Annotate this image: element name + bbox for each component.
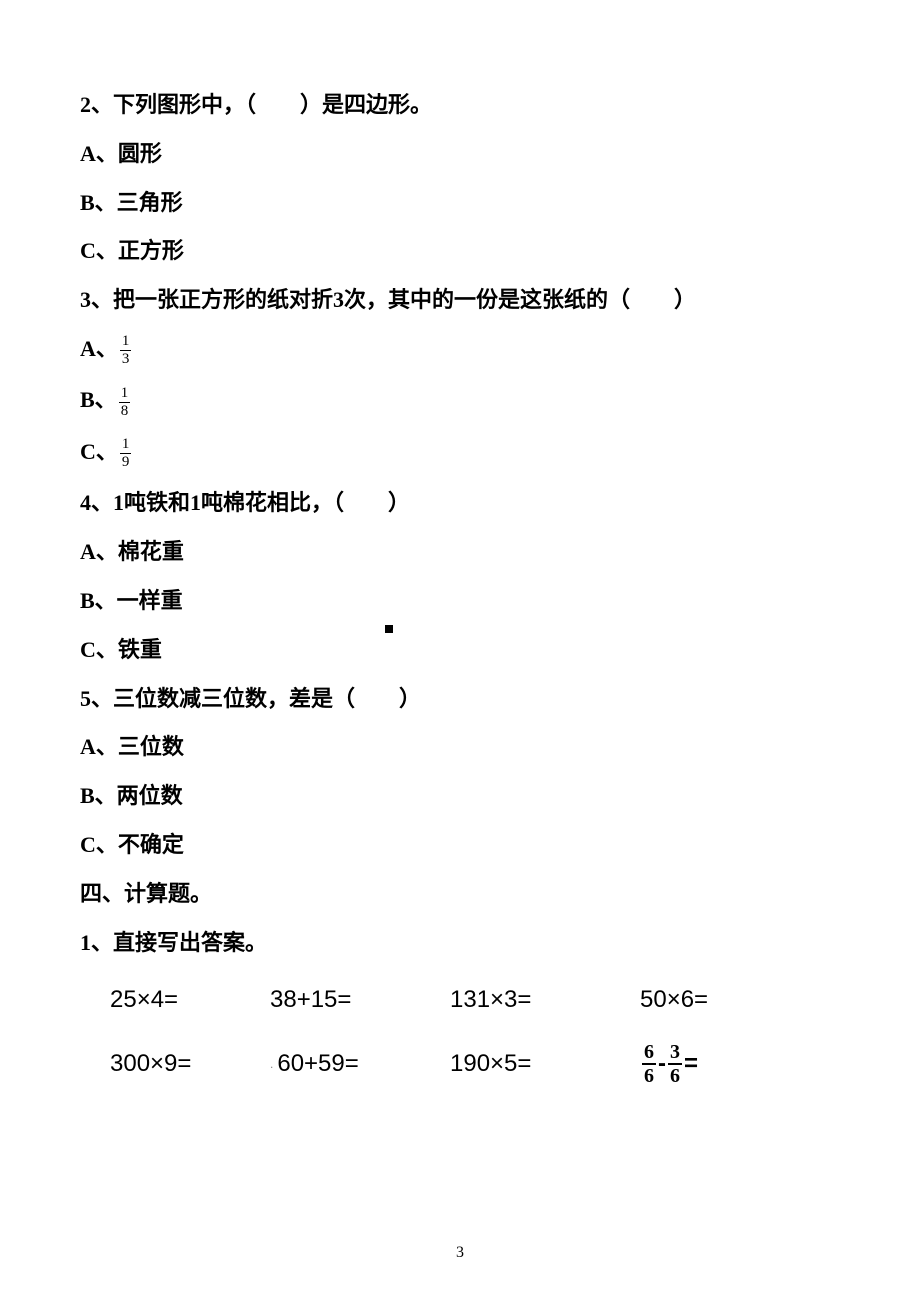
q4-opt-b: B、一样重 (80, 586, 840, 617)
q4-stem: 4、1吨铁和1吨棉花相比，（ ） (80, 488, 840, 519)
square-marker-icon (385, 625, 393, 633)
section-heading: 四、计算题。 (80, 879, 840, 910)
q2-opt-c: C、正方形 (80, 236, 840, 267)
q3-opt-b-prefix: B、 (80, 387, 117, 412)
q2-opt-a: A、圆形 (80, 139, 840, 170)
calc-cell: 131×3= (450, 986, 640, 1014)
q2-stem: 2、下列图形中，（ ）是四边形。 (80, 90, 840, 121)
q5-stem: 5、三位数减三位数，差是（ ） (80, 684, 840, 715)
calc-cell: 66 - 36 = (640, 1042, 810, 1086)
calc-row-2: 300×9= . 60+59= 190×5= 66 - 36 = (80, 1042, 840, 1086)
fraction-icon: 13 (120, 334, 132, 367)
equals-text: = (684, 1050, 698, 1078)
dot-prefix: . (270, 1057, 273, 1071)
calc-row-1: 25×4= 38+15= 131×3= 50×6= (80, 986, 840, 1014)
q3-stem: 3、把一张正方形的纸对折3次，其中的一份是这张纸的（ ） (80, 285, 840, 316)
fraction-icon: 66 (642, 1042, 656, 1086)
q2-opt-b: B、三角形 (80, 188, 840, 219)
page-number: 3 (0, 1244, 920, 1262)
q5-opt-b: B、两位数 (80, 781, 840, 812)
calc-text: 60+59= (277, 1050, 358, 1078)
q5-opt-a: A、三位数 (80, 732, 840, 763)
fraction-icon: 19 (120, 437, 132, 470)
calc-cell: 300×9= (110, 1050, 270, 1078)
document-page: 2、下列图形中，（ ）是四边形。 A、圆形 B、三角形 C、正方形 3、把一张正… (0, 0, 920, 1302)
q3-opt-a: A、13 (80, 334, 840, 367)
minus-text: - (658, 1050, 666, 1078)
fraction-icon: 18 (119, 386, 131, 419)
q3-opt-b: B、18 (80, 385, 840, 418)
q3-opt-c: C、19 (80, 437, 840, 470)
calc-cell: 50×6= (640, 986, 810, 1014)
calc-cell: . 60+59= (270, 1050, 450, 1078)
calc-cell: 38+15= (270, 986, 450, 1014)
q3-opt-c-prefix: C、 (80, 439, 118, 464)
q4-opt-a: A、棉花重 (80, 537, 840, 568)
q4-opt-c: C、铁重 (80, 635, 840, 666)
q3-opt-a-prefix: A、 (80, 336, 118, 361)
calc1-label: 1、直接写出答案。 (80, 928, 840, 959)
calc-cell: 25×4= (110, 986, 270, 1014)
fraction-icon: 36 (668, 1042, 682, 1086)
q5-opt-c: C、不确定 (80, 830, 840, 861)
calc-cell: 190×5= (450, 1050, 640, 1078)
